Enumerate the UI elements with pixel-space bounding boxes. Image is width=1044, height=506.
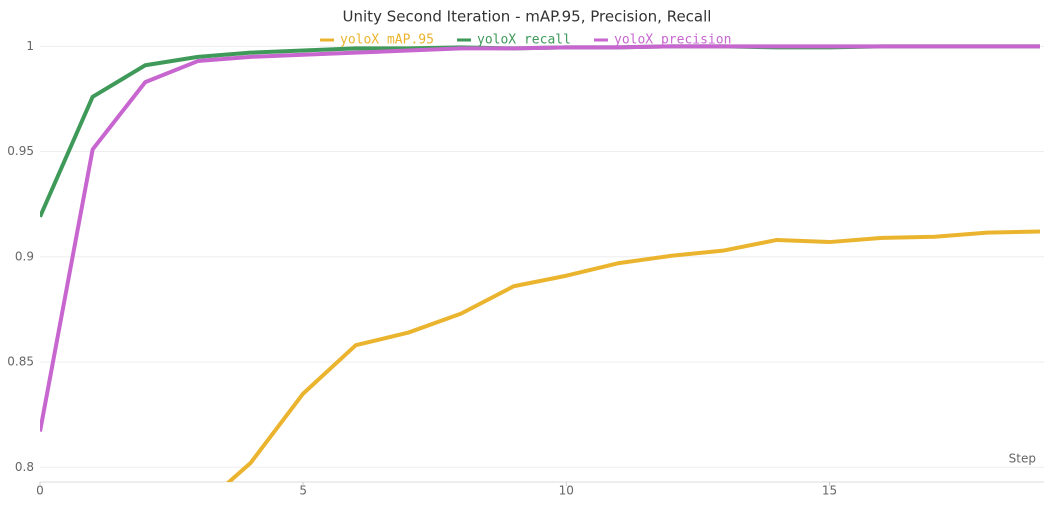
y-tick-label: 0.95 bbox=[7, 144, 34, 158]
x-axis-label: Step bbox=[1009, 452, 1036, 466]
series-line bbox=[40, 44, 1040, 218]
x-tick-label: 10 bbox=[559, 484, 574, 498]
y-tick-label: 0.9 bbox=[15, 249, 34, 263]
series-line bbox=[225, 229, 1041, 482]
series-line bbox=[40, 44, 1040, 432]
legend-label: yoloX precision bbox=[614, 33, 731, 48]
legend-label: yoloX recall bbox=[477, 33, 571, 48]
legend-label: yoloX mAP.95 bbox=[340, 33, 434, 48]
x-tick-label: 0 bbox=[36, 484, 44, 498]
x-tick-label: 5 bbox=[299, 484, 307, 498]
chart-title: Unity Second Iteration - mAP.95, Precisi… bbox=[343, 8, 712, 26]
y-tick-label: 0.85 bbox=[7, 355, 34, 369]
y-tick-label: 1 bbox=[26, 39, 34, 53]
y-tick-label: 0.8 bbox=[15, 460, 34, 474]
x-tick-label: 15 bbox=[822, 484, 837, 498]
